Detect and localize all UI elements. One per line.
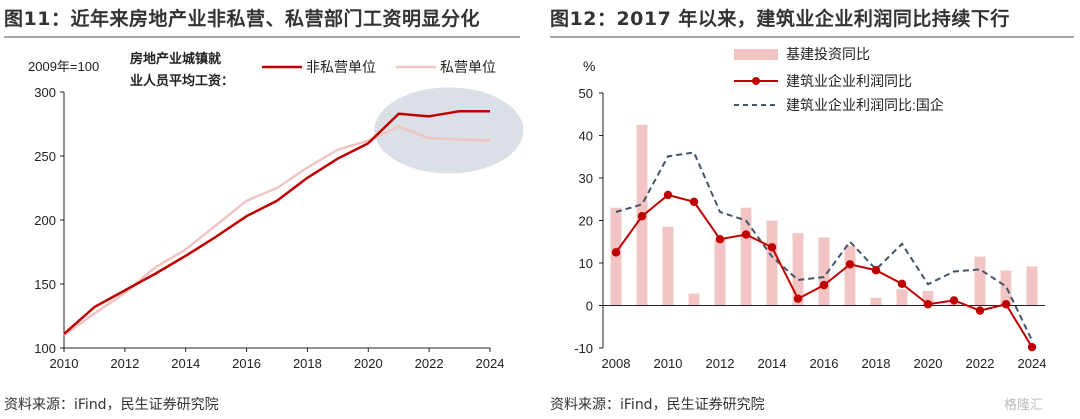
base-note: 2009年=100 xyxy=(28,59,99,74)
left-x-tick-label: 2014 xyxy=(171,356,200,371)
right-profit-marker xyxy=(871,266,881,275)
right-bar xyxy=(896,289,908,306)
right-y-tick-label: -10 xyxy=(574,341,593,356)
left-x-tick-label: 2018 xyxy=(293,356,322,371)
right-profit-marker xyxy=(663,190,673,200)
right-profit-marker xyxy=(975,306,985,315)
right-profit-marker xyxy=(923,300,933,309)
legend-label-soe: 建筑业企业利润同比:国企 xyxy=(786,97,944,113)
left-line-chart: 100 150 200 250 300 2010 2012 2014 2016 2018 2020 2… xyxy=(28,51,524,371)
right-profit-marker xyxy=(689,197,699,206)
right-soe-line xyxy=(615,151,1033,341)
right-bar xyxy=(766,220,778,306)
right-x-tick-label: 2022 xyxy=(966,356,995,371)
right-x-tick-label: 2014 xyxy=(758,356,787,371)
left-axes: 100 150 200 250 300 2010 2012 2014 2016 2018 2020 2… xyxy=(34,85,504,371)
right-x-tick-label: 2020 xyxy=(914,356,943,371)
right-profit-marker xyxy=(845,260,855,269)
right-bar xyxy=(662,226,674,306)
y-axis-unit: % xyxy=(583,58,595,74)
right-y-tick-label: 0 xyxy=(586,299,593,314)
right-profit-marker xyxy=(819,280,829,290)
right-bar xyxy=(740,207,752,306)
left-series-line xyxy=(63,109,490,335)
right-source: 资料来源：iFind，民生证券研究院 xyxy=(550,397,765,413)
left-y-tick-label: 100 xyxy=(34,341,56,356)
right-bars xyxy=(610,124,1038,306)
right-y-tick-label: 40 xyxy=(579,129,593,144)
right-y-tick-label: 50 xyxy=(579,86,593,101)
left-y-tick-label: 300 xyxy=(34,85,56,100)
watermark-logo: 格隆汇 xyxy=(1004,398,1044,413)
legend-label-infra: 基建投资同比 xyxy=(786,46,870,62)
left-chart-title: 图11：近年来房地产业非私营、私营部门工资明显分化 xyxy=(4,8,480,30)
right-x-tick-label: 2024 xyxy=(1018,356,1047,371)
left-x-tick-label: 2024 xyxy=(476,356,505,371)
right-profit-marker xyxy=(611,248,621,257)
right-bar xyxy=(714,238,726,306)
right-profit-marker xyxy=(793,294,803,303)
legend-swatch-infra xyxy=(734,49,778,60)
legend-label-nonprivate: 非私营单位 xyxy=(306,59,376,75)
right-bar xyxy=(922,291,934,306)
right-axes: -10 0 10 20 30 40 50 2008 2010 2012 2014 2016 2018 20… xyxy=(574,86,1046,371)
right-y-tick-label: 20 xyxy=(579,214,593,229)
right-series-lines xyxy=(611,151,1037,352)
left-x-tick-label: 2016 xyxy=(232,356,261,371)
right-bar xyxy=(610,207,622,306)
right-y-tick-label: 30 xyxy=(579,171,593,186)
right-bar xyxy=(974,256,986,306)
right-bar xyxy=(1026,266,1038,306)
right-profit-marker xyxy=(1027,342,1037,352)
right-bar xyxy=(688,293,700,306)
left-x-tick-label: 2022 xyxy=(415,356,444,371)
right-profit-marker xyxy=(637,212,647,221)
right-bar xyxy=(818,237,830,306)
right-profit-marker xyxy=(741,230,751,239)
left-y-tick-label: 200 xyxy=(34,213,56,228)
left-x-tick-label: 2012 xyxy=(110,356,139,371)
left-series-lines xyxy=(63,109,491,337)
right-title-rule xyxy=(550,36,1074,38)
legend-label-private: 私营单位 xyxy=(440,59,496,75)
legend-header-line2: 业人员平均工资： xyxy=(130,73,234,88)
right-x-tick-label: 2008 xyxy=(602,356,631,371)
left-title-rule xyxy=(4,36,520,38)
right-profit-marker xyxy=(949,296,959,305)
right-y-tick-label: 10 xyxy=(579,256,593,271)
left-y-tick-label: 150 xyxy=(34,277,56,292)
right-x-tick-label: 2016 xyxy=(810,356,839,371)
legend-header-line1: 房地产业城镇就 xyxy=(130,51,221,66)
left-x-tick-label: 2020 xyxy=(354,356,383,371)
legend-label-profit: 建筑业企业利润同比 xyxy=(786,73,912,89)
right-bar xyxy=(844,246,856,306)
right-bar xyxy=(792,233,804,306)
right-profit-marker xyxy=(767,243,777,252)
right-x-tick-label: 2012 xyxy=(706,356,735,371)
right-chart-title: 图12：2017 年以来，建筑业企业利润同比持续下行 xyxy=(550,8,1010,30)
highlight-ellipse xyxy=(374,87,524,174)
right-x-tick-label: 2018 xyxy=(862,356,891,371)
right-bar xyxy=(1000,270,1012,306)
legend-marker-profit xyxy=(752,77,760,85)
left-source: 资料来源：iFind，民生证券研究院 xyxy=(4,397,219,413)
left-x-tick-label: 2010 xyxy=(50,356,79,371)
right-profit-marker xyxy=(1001,300,1011,309)
right-profit-marker xyxy=(897,279,907,289)
left-y-tick-label: 250 xyxy=(34,149,56,164)
right-profit-marker xyxy=(715,235,725,244)
right-combo-chart: -10 0 10 20 30 40 50 2008 2010 2012 2014 2016 2018 20… xyxy=(574,46,1046,371)
right-x-tick-label: 2010 xyxy=(654,356,683,371)
right-bar xyxy=(870,297,882,306)
right-bar xyxy=(948,303,960,306)
